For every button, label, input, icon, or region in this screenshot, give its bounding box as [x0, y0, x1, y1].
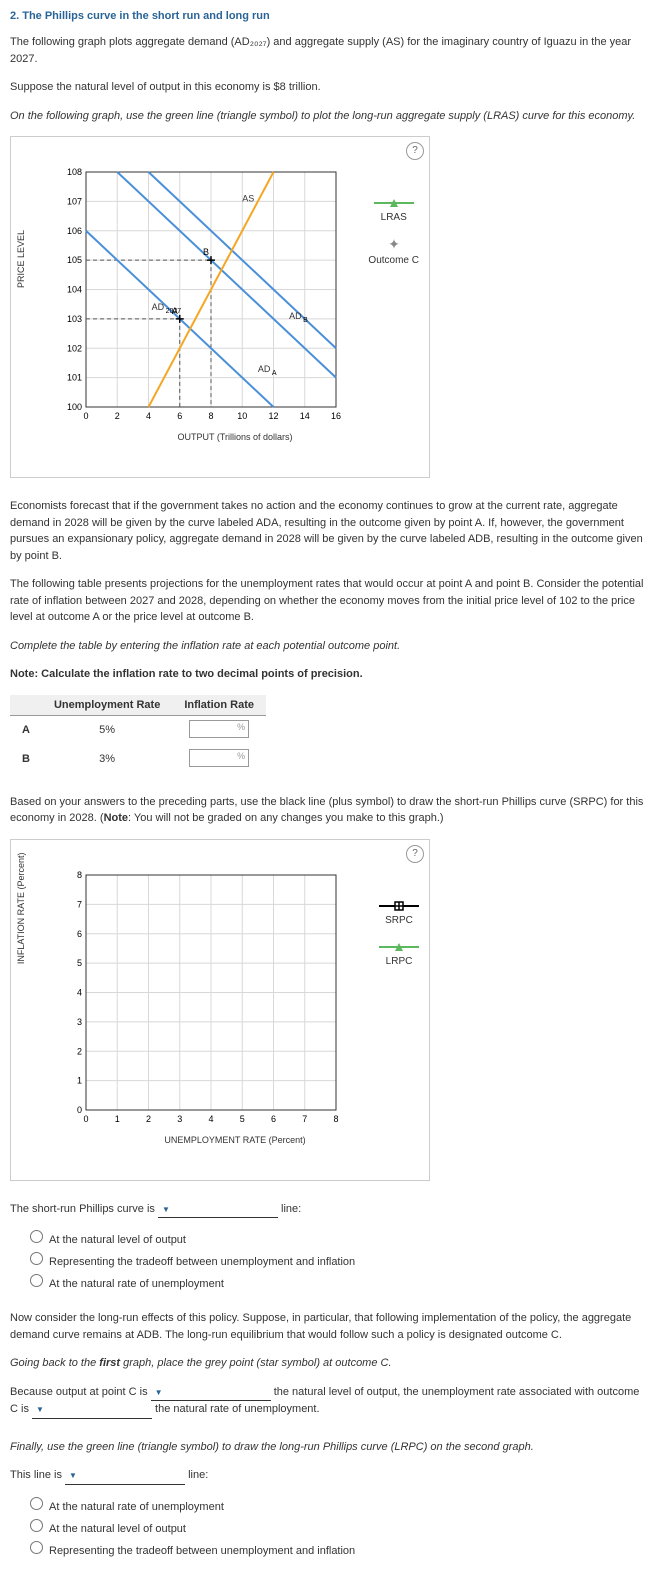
svg-text:0: 0: [77, 1105, 82, 1115]
svg-text:3: 3: [77, 1016, 82, 1026]
q3-dropdown[interactable]: [65, 1467, 185, 1485]
svg-text:6: 6: [177, 411, 182, 421]
svg-text:2: 2: [115, 411, 120, 421]
svg-text:5: 5: [77, 958, 82, 968]
svg-text:10: 10: [237, 411, 247, 421]
para-4: Now consider the long-run effects of thi…: [10, 1310, 644, 1343]
q1-dropdown[interactable]: [158, 1201, 278, 1219]
table-row: A 5%: [10, 715, 266, 745]
svg-text:6: 6: [77, 928, 82, 938]
svg-text:7: 7: [302, 1114, 307, 1124]
svg-text:A: A: [272, 370, 277, 377]
svg-text:0: 0: [83, 1114, 88, 1124]
graph-1-container: ? PRICE LEVEL 0 2 4 6 8 10 12 14 16 100 101 102 103 1…: [10, 136, 430, 478]
y-axis-label-2: INFLATION RATE (Percent): [16, 852, 26, 964]
graph-2-legend: SRPC LRPC: [379, 900, 419, 982]
graph-2-container: ? INFLATION RATE (Percent) 0 1 2 3 4 5 6 7 8 0 1 2 3…: [10, 839, 430, 1181]
graph-instruction-1: On the following graph, use the green li…: [10, 108, 644, 125]
svg-text:4: 4: [77, 987, 82, 997]
svg-text:105: 105: [67, 255, 82, 265]
y-axis-label: PRICE LEVEL: [16, 230, 26, 288]
svg-text:1: 1: [77, 1075, 82, 1085]
svg-text:14: 14: [300, 411, 310, 421]
para-3: Based on your answers to the preceding p…: [10, 794, 644, 827]
q3-options: At the natural rate of unemployment At t…: [30, 1497, 644, 1557]
svg-text:2: 2: [146, 1114, 151, 1124]
legend-outcome-c[interactable]: ✦ Outcome C: [368, 238, 419, 266]
svg-text:4: 4: [146, 411, 151, 421]
svg-text:2: 2: [77, 1046, 82, 1056]
intro-text-2: Suppose the natural level of output in t…: [10, 79, 644, 96]
svg-text:16: 16: [331, 411, 341, 421]
x-axis-label: OUTPUT (Trillions of dollars): [61, 432, 409, 442]
para-1: Economists forecast that if the governme…: [10, 498, 644, 564]
chart-1-svg[interactable]: 0 2 4 6 8 10 12 14 16 100 101 102 103 104 105 106 107 108…: [61, 167, 341, 427]
table-instruction: Complete the table by entering the infla…: [10, 638, 644, 655]
inflation-table: Unemployment RateInflation Rate A 5% B 3…: [10, 695, 644, 774]
q2-dropdown-1[interactable]: [151, 1384, 271, 1402]
table-note: Note: Calculate the inflation rate to tw…: [10, 666, 644, 683]
svg-text:8: 8: [333, 1114, 338, 1124]
q3-opt-2[interactable]: [30, 1519, 43, 1532]
svg-text:108: 108: [67, 167, 82, 177]
q1-opt-3[interactable]: [30, 1274, 43, 1287]
para-2: The following table presents projections…: [10, 576, 644, 626]
svg-text:104: 104: [67, 285, 82, 295]
q1-options: At the natural level of output Represent…: [30, 1230, 644, 1290]
svg-text:12: 12: [268, 411, 278, 421]
q3-opt-3[interactable]: [30, 1541, 43, 1554]
svg-text:103: 103: [67, 314, 82, 324]
q1-opt-2[interactable]: [30, 1252, 43, 1265]
svg-text:B: B: [303, 317, 308, 324]
svg-text:5: 5: [240, 1114, 245, 1124]
svg-text:8: 8: [77, 870, 82, 880]
question-2: Because output at point C is the natural…: [10, 1384, 644, 1419]
svg-text:6: 6: [271, 1114, 276, 1124]
legend-lras[interactable]: LRAS: [368, 197, 419, 223]
svg-text:AD: AD: [152, 302, 165, 312]
svg-text:3: 3: [177, 1114, 182, 1124]
svg-text:✦: ✦: [388, 238, 400, 252]
x-axis-label-2: UNEMPLOYMENT RATE (Percent): [61, 1135, 409, 1145]
svg-text:7: 7: [77, 899, 82, 909]
intro-text-1: The following graph plots aggregate dema…: [10, 34, 644, 67]
legend-lrpc[interactable]: LRPC: [379, 941, 419, 967]
svg-text:100: 100: [67, 402, 82, 412]
svg-text:0: 0: [83, 411, 88, 421]
svg-text:102: 102: [67, 343, 82, 353]
svg-text:8: 8: [208, 411, 213, 421]
legend-srpc[interactable]: SRPC: [379, 900, 419, 926]
chart-2-svg[interactable]: 0 1 2 3 4 5 6 7 8 0 1 2 3 4 5 6 7 8: [61, 870, 341, 1130]
question-3: This line is line:: [10, 1467, 644, 1485]
svg-text:101: 101: [67, 373, 82, 383]
instruction-3: Finally, use the green line (triangle sy…: [10, 1439, 644, 1456]
question-1: The short-run Phillips curve is line:: [10, 1201, 644, 1219]
svg-text:4: 4: [208, 1114, 213, 1124]
svg-text:106: 106: [67, 226, 82, 236]
svg-text:1: 1: [115, 1114, 120, 1124]
help-icon[interactable]: ?: [406, 845, 424, 863]
question-title: 2. The Phillips curve in the short run a…: [10, 10, 644, 22]
graph-1-legend: LRAS ✦ Outcome C: [368, 197, 419, 281]
q2-dropdown-2[interactable]: [32, 1401, 152, 1419]
inflation-input-b[interactable]: [189, 749, 249, 767]
svg-text:107: 107: [67, 196, 82, 206]
instruction-2: Going back to the first graph, place the…: [10, 1355, 644, 1372]
table-row: B 3%: [10, 745, 266, 774]
svg-text:AD: AD: [289, 311, 302, 321]
svg-text:A: A: [172, 306, 178, 316]
q1-opt-1[interactable]: [30, 1230, 43, 1243]
inflation-input-a[interactable]: [189, 720, 249, 738]
svg-text:AD: AD: [258, 364, 271, 374]
svg-text:B: B: [203, 247, 209, 257]
q3-opt-1[interactable]: [30, 1497, 43, 1510]
svg-text:AS: AS: [242, 193, 254, 203]
help-icon[interactable]: ?: [406, 142, 424, 160]
